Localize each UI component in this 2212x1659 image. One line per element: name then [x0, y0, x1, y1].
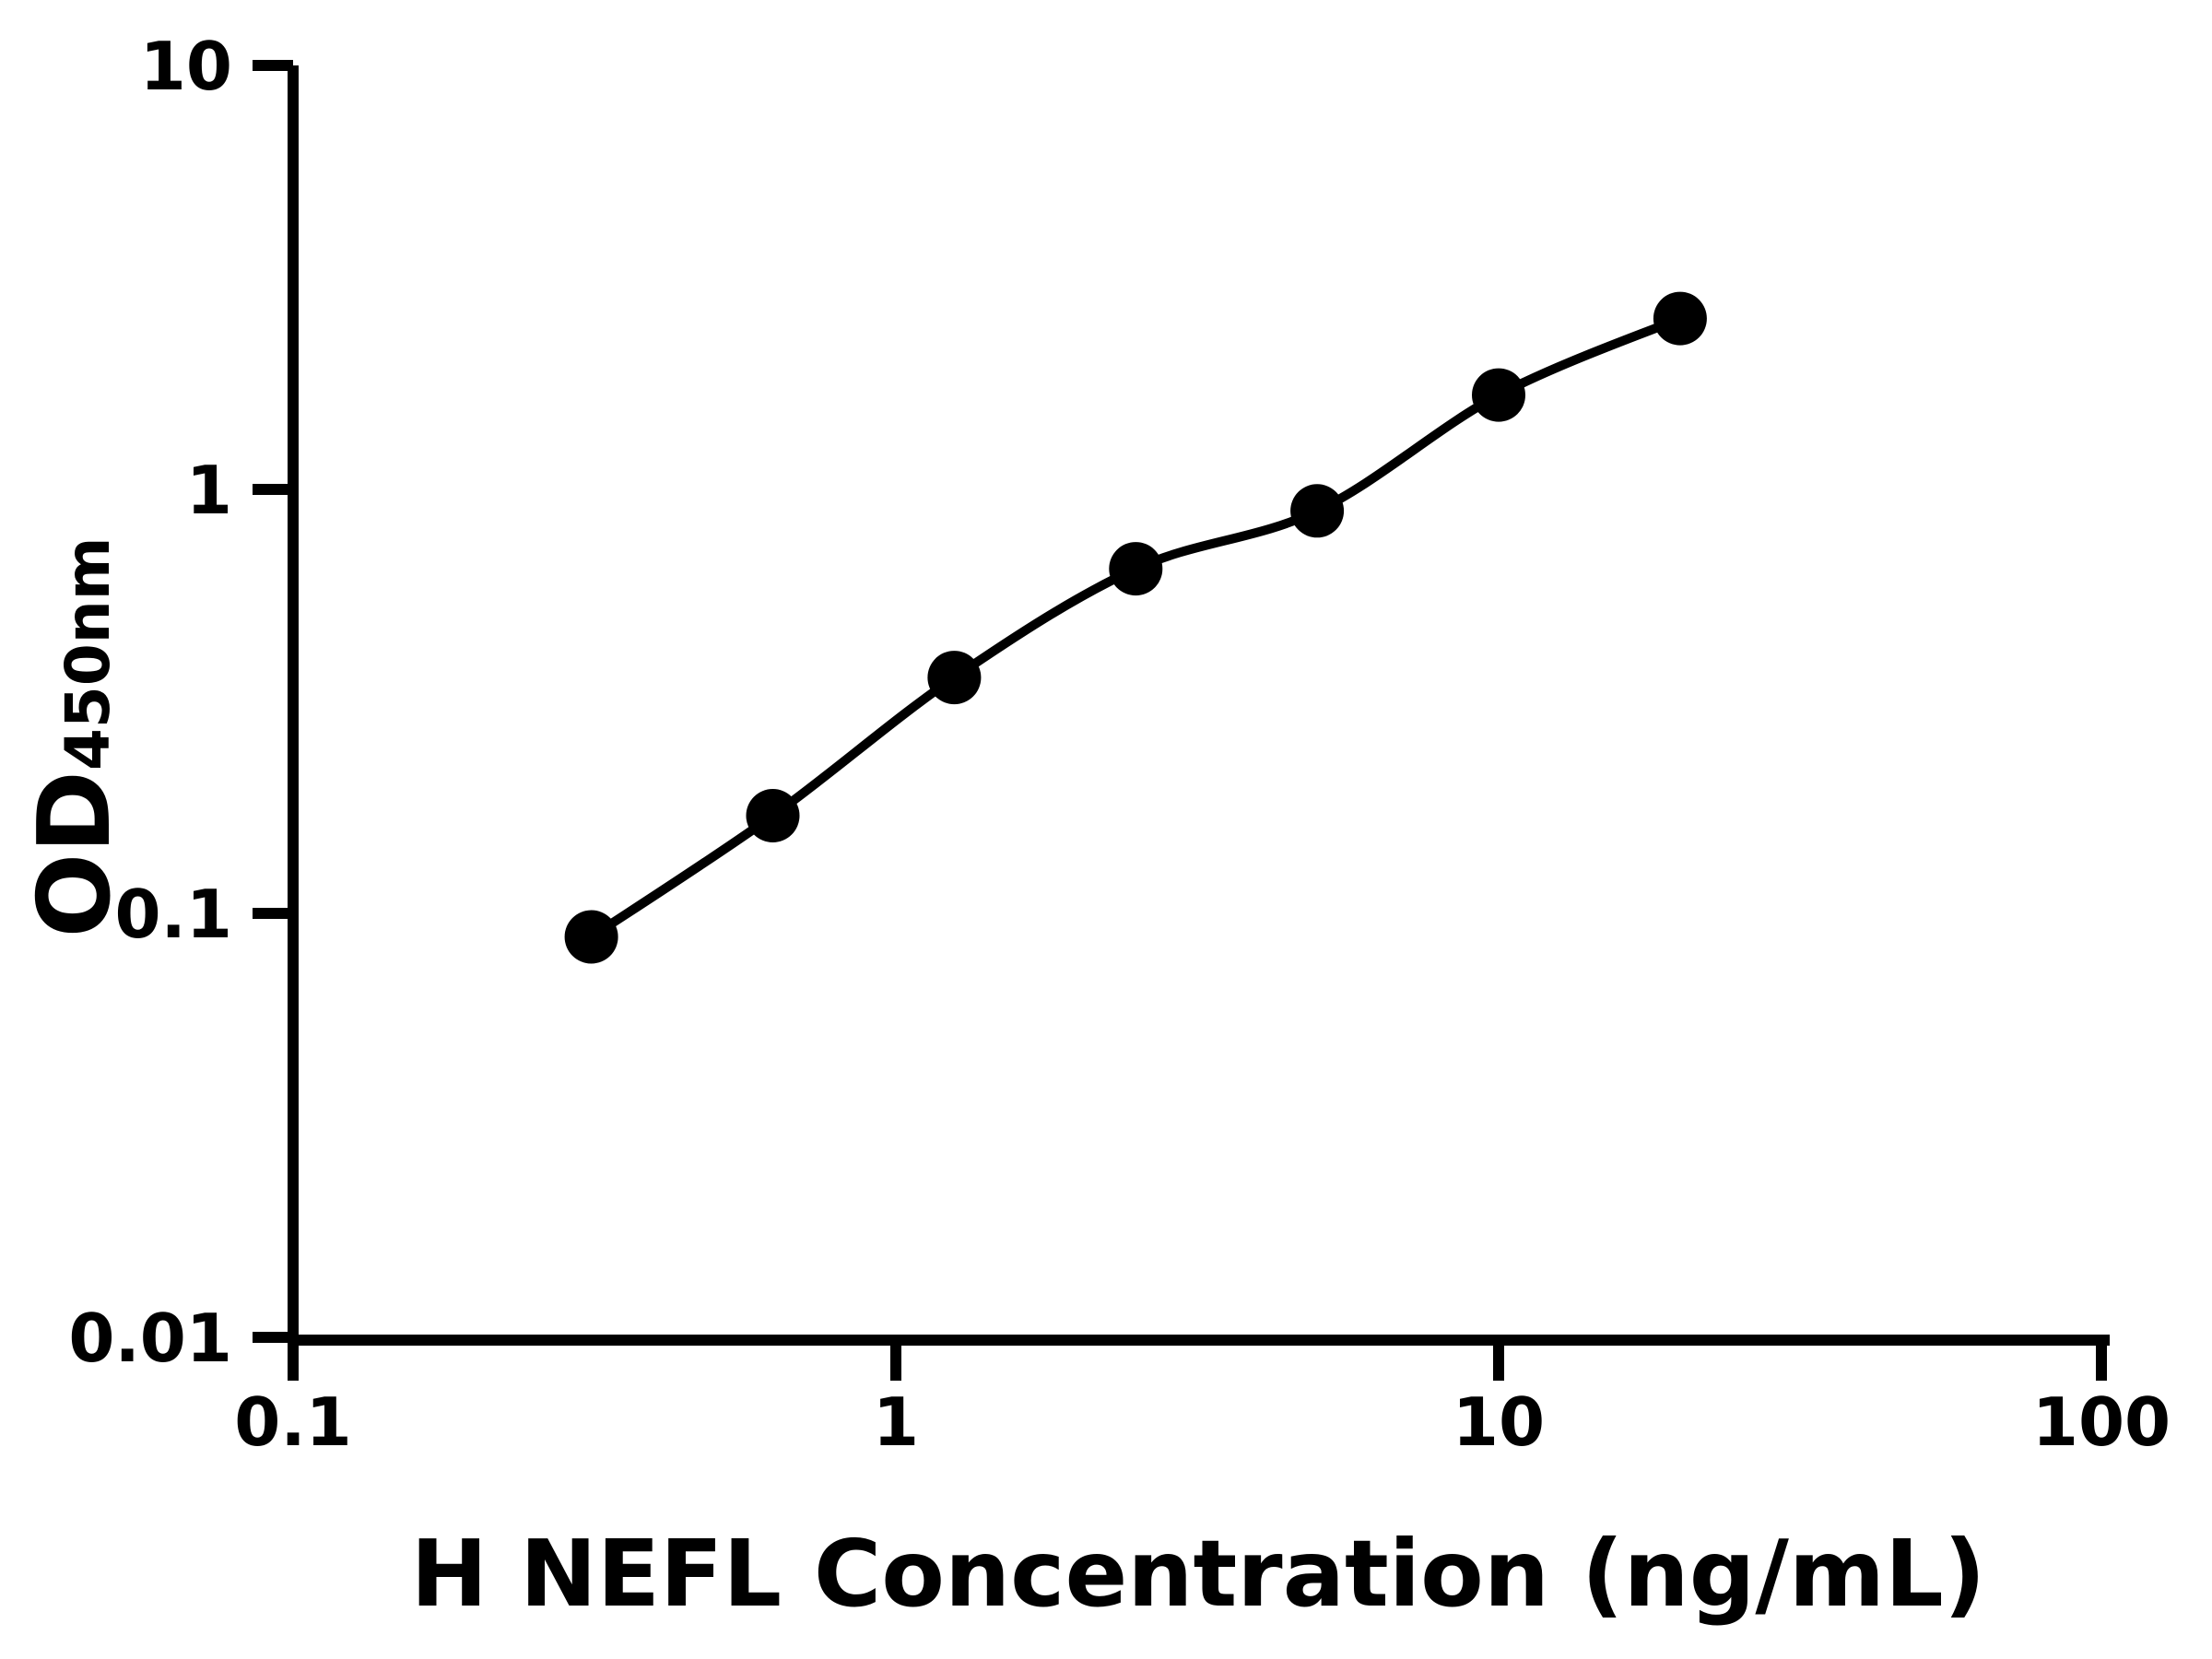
axes: [288, 65, 2110, 1381]
y-axis-title-subscript: 450nm: [53, 537, 124, 771]
data-point-marker: [1109, 542, 1163, 596]
x-tick-label: 1: [873, 1383, 919, 1461]
x-tick-label: 100: [2032, 1383, 2171, 1461]
y-tick-label: 0.01: [68, 1300, 232, 1377]
data-point-marker: [1472, 368, 1525, 422]
y-axis-title-main: OD: [18, 771, 133, 937]
x-tick-label: 0.1: [234, 1383, 352, 1461]
data-points: [564, 291, 1707, 964]
data-point-marker: [1653, 291, 1707, 346]
data-point-marker: [564, 910, 618, 964]
x-axis-title: H NEFL Concentration (ng/mL): [411, 1520, 1986, 1628]
axis-ticks: [253, 60, 2107, 1381]
data-point-marker: [927, 651, 982, 705]
x-tick-label: 10: [1453, 1383, 1545, 1461]
y-tick-label: 10: [140, 28, 232, 105]
y-tick-label: 0.1: [114, 876, 232, 953]
y-axis-title: OD450nm: [18, 537, 133, 938]
data-point-marker: [746, 789, 800, 842]
data-point-marker: [1290, 484, 1345, 538]
y-tick-label: 1: [186, 452, 232, 529]
